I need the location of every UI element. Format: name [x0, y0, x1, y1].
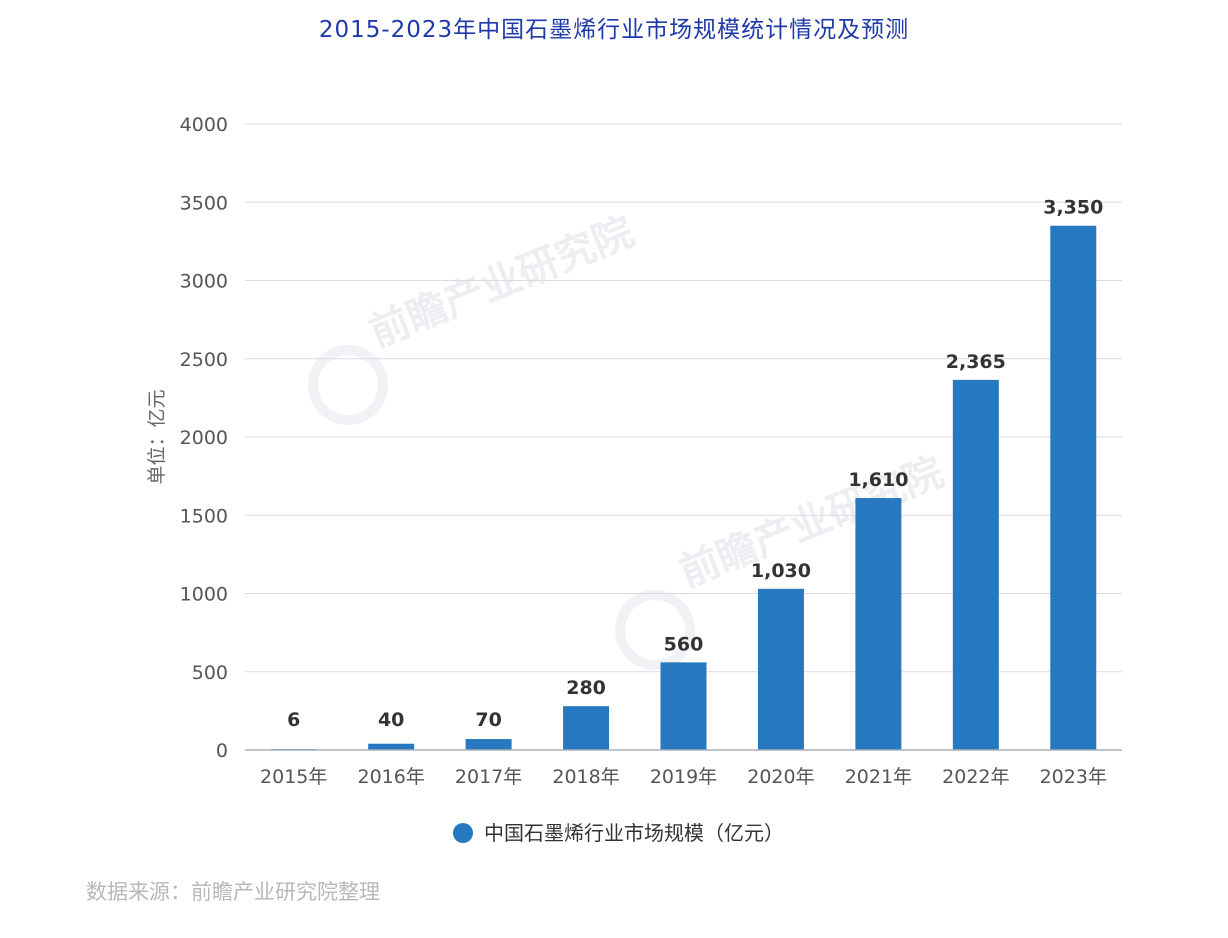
- x-tick-labels: 2015年 2016年 2017年 2018年 2019年 2020年 2021年 2022年…: [260, 766, 1107, 788]
- x-tick-label: 2016年: [357, 766, 424, 788]
- x-tick-label: 2021年: [845, 766, 912, 788]
- bar: [563, 706, 610, 750]
- bar: [1050, 225, 1097, 751]
- bar-chart: 0 500 1000 1500 2000 2500 3000 3500 4000 6 40 70 28…: [146, 114, 1122, 845]
- x-tick-label: 2023年: [1040, 766, 1107, 788]
- data-label: 40: [378, 709, 404, 731]
- data-label: 3,350: [1043, 197, 1103, 219]
- y-tick-label: 1000: [180, 584, 228, 606]
- data-labels: 6 40 70 280 560 1,030 1,610 2,365 3,350: [287, 197, 1103, 731]
- x-tick-label: 2017年: [455, 766, 522, 788]
- source-note: 数据来源：前瞻产业研究院整理: [86, 880, 380, 904]
- x-tick-label: 2022年: [942, 766, 1009, 788]
- bar: [368, 743, 415, 750]
- watermark-logo-icon: [308, 345, 388, 425]
- y-tick-label: 3500: [180, 192, 228, 214]
- data-label: 2,365: [946, 351, 1006, 373]
- x-tick-label: 2015年: [260, 766, 327, 788]
- x-tick-label: 2018年: [552, 766, 619, 788]
- legend-marker-icon: [453, 823, 473, 843]
- y-tick-label: 1500: [180, 505, 228, 527]
- data-label: 280: [566, 677, 606, 699]
- data-label: 560: [664, 633, 704, 655]
- legend: 中国石墨烯行业市场规模（亿元）: [453, 821, 784, 845]
- y-tick-label: 0: [216, 740, 228, 762]
- data-label: 1,030: [751, 560, 811, 582]
- y-tick-label: 3000: [180, 271, 228, 293]
- bar: [855, 498, 902, 750]
- data-label: 6: [287, 709, 300, 731]
- y-tick-label: 4000: [180, 114, 228, 136]
- data-label: 1,610: [848, 469, 908, 491]
- bars: [270, 225, 1097, 751]
- watermark-logo-icon: [615, 590, 695, 670]
- x-tick-label: 2020年: [747, 766, 814, 788]
- y-tick-label: 2500: [180, 349, 228, 371]
- bar: [757, 588, 804, 750]
- bar: [465, 739, 512, 750]
- y-tick-label: 500: [192, 662, 228, 684]
- bar: [660, 662, 707, 750]
- x-tick-label: 2019年: [650, 766, 717, 788]
- y-axis-label: 单位：亿元: [146, 389, 168, 484]
- chart-title: 2015-2023年中国石墨烯行业市场规模统计情况及预测: [318, 17, 910, 43]
- y-tick-labels: 0 500 1000 1500 2000 2500 3000 3500 4000: [180, 114, 228, 762]
- y-tick-label: 2000: [180, 427, 228, 449]
- bar: [952, 379, 999, 750]
- data-label: 70: [475, 709, 501, 731]
- legend-label: 中国石墨烯行业市场规模（亿元）: [484, 821, 784, 845]
